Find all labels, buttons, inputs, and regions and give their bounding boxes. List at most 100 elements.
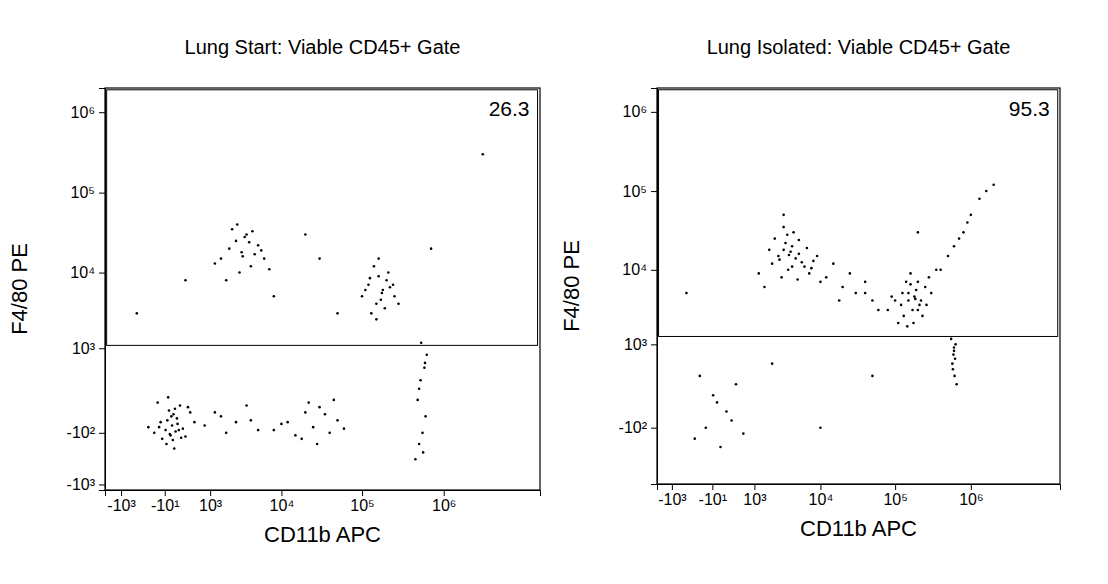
- x-tick: 10⁶: [432, 490, 456, 514]
- figure: 26.3-10³-10¹10³10⁴10⁵10⁶-10³-10²10³10⁴10…: [0, 0, 1108, 584]
- x-tick: -10¹: [151, 490, 179, 514]
- event-dot: [294, 434, 297, 437]
- event-dot: [238, 271, 241, 274]
- event-dot: [819, 281, 822, 284]
- y-tick-mark: [651, 270, 657, 271]
- event-dot: [153, 432, 156, 435]
- event-dot: [803, 265, 806, 268]
- event-dot: [947, 255, 950, 258]
- event-dot: [189, 411, 192, 414]
- event-dot: [953, 245, 956, 248]
- event-dot: [955, 383, 958, 386]
- event-dot: [300, 438, 303, 441]
- y-tick: 10⁴: [70, 264, 105, 281]
- event-dot: [241, 255, 244, 258]
- event-dot: [251, 230, 254, 233]
- event-dot: [373, 265, 376, 268]
- event-dot: [712, 394, 715, 397]
- event-dot: [792, 231, 795, 234]
- y-tick-label: 10³: [72, 340, 96, 357]
- event-dot: [841, 286, 844, 289]
- event-dot: [245, 404, 248, 407]
- event-dot: [307, 401, 310, 404]
- x-tick-mark: [895, 484, 896, 490]
- event-dot: [838, 299, 841, 302]
- x-tick: 10⁵: [350, 490, 374, 514]
- event-dot: [939, 269, 942, 272]
- event-dot: [786, 233, 789, 236]
- event-dot: [316, 443, 319, 446]
- event-dot: [174, 408, 177, 411]
- event-dot: [172, 413, 175, 416]
- event-dot: [166, 419, 169, 422]
- x-axis-line: [106, 491, 541, 497]
- y-tick-mark: [651, 344, 657, 345]
- event-dot: [193, 421, 196, 424]
- event-dot: [220, 415, 223, 418]
- event-dot: [773, 237, 776, 240]
- event-dot: [800, 261, 803, 264]
- event-dot: [257, 244, 260, 247]
- x-tick-label: 10³: [199, 497, 223, 514]
- event-dot: [917, 309, 920, 312]
- event-dot: [220, 257, 223, 260]
- event-dot: [187, 406, 190, 409]
- event-dot: [179, 404, 182, 407]
- event-dot: [318, 406, 321, 409]
- y-tick-label: -10²: [67, 424, 96, 441]
- event-dot: [917, 281, 920, 284]
- x-tick-mark: [121, 490, 122, 496]
- event-dot: [966, 221, 969, 224]
- event-dot: [953, 346, 956, 349]
- event-dot: [333, 399, 336, 402]
- y-tick-mark: [651, 191, 657, 192]
- event-dot: [161, 438, 164, 441]
- y-tick-mark: [651, 428, 657, 429]
- x-tick-mark: [165, 490, 166, 496]
- event-dot: [164, 429, 167, 432]
- event-dot: [894, 299, 897, 302]
- event-dot: [361, 295, 364, 298]
- event-dot: [864, 292, 867, 295]
- event-dot: [782, 214, 785, 217]
- event-dot: [235, 240, 238, 243]
- event-dot: [925, 304, 928, 307]
- event-dot: [954, 358, 957, 361]
- event-dot: [240, 251, 243, 254]
- event-dot: [900, 304, 903, 307]
- y-axis: -10³-10²10³10⁴10⁵10⁶: [67, 89, 106, 494]
- y-tick-label: -10²: [619, 419, 648, 436]
- event-dot: [367, 283, 370, 286]
- event-dot: [914, 298, 917, 301]
- x-tick-mark: [210, 490, 211, 496]
- x-tick-mark: [672, 484, 673, 490]
- event-dot: [921, 315, 924, 318]
- x-axis-title: CD11b APC: [264, 522, 381, 547]
- event-dot: [819, 426, 822, 429]
- event-dot: [992, 183, 995, 186]
- y-tick: 10⁴: [622, 261, 657, 278]
- event-dot: [273, 429, 276, 432]
- x-tick-mark: [820, 484, 821, 490]
- x-tick-label: 10⁶: [432, 497, 456, 514]
- event-dot: [768, 249, 771, 252]
- event-dot: [236, 223, 239, 226]
- event-dot: [268, 268, 271, 271]
- y-tick: 10⁶: [71, 104, 105, 121]
- event-dot: [905, 281, 908, 284]
- event-dot: [375, 302, 378, 305]
- event-dot: [930, 292, 933, 295]
- x-tick-label: -10¹: [151, 497, 179, 514]
- event-dot: [918, 304, 921, 307]
- event-dot: [698, 375, 701, 378]
- event-dot: [693, 437, 696, 440]
- event-dot: [174, 430, 177, 433]
- x-tick-label: -10³: [107, 497, 136, 514]
- event-dot: [962, 231, 965, 234]
- event-dot: [901, 292, 904, 295]
- x-tick-label: 10⁵: [883, 491, 907, 508]
- event-dot: [789, 250, 792, 253]
- y-axis-line: [651, 89, 658, 485]
- x-tick-mark: [281, 490, 282, 496]
- event-dot: [312, 426, 315, 429]
